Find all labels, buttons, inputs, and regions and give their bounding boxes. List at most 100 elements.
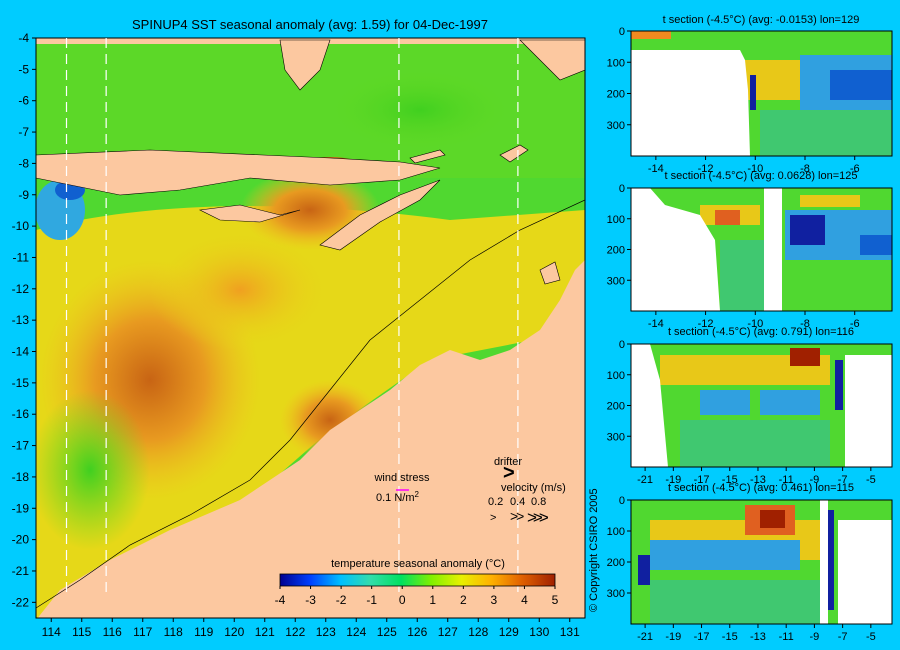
section-x-tick-label: -19: [665, 474, 681, 486]
x-tick-label: 118: [164, 625, 183, 639]
colorbar-tick-label: -4: [275, 593, 286, 607]
section-panels: t section (-4.5°C) (avg: -0.0153) lon=12…: [607, 14, 893, 643]
y-tick-label: -7: [18, 125, 29, 139]
section-x-tick-label: -9: [810, 474, 820, 486]
y-tick-label: -19: [12, 501, 30, 515]
x-tick-label: 131: [560, 625, 580, 639]
x-tick-label: 123: [316, 625, 336, 639]
x-tick-label: 128: [468, 625, 488, 639]
section-x-tick-label: -14: [648, 318, 664, 330]
drifter-marker: >: [503, 462, 515, 484]
wind-stress-label: wind stress: [373, 472, 430, 484]
y-tick-label: -11: [13, 250, 30, 264]
section-x-tick-label: -17: [694, 474, 710, 486]
main-title: SPINUP4 SST seasonal anomaly (avg: 1.59)…: [132, 17, 488, 32]
section-y-tick-label: 0: [619, 183, 625, 195]
velocity-value-2: 0.8: [531, 496, 546, 508]
section-x-tick-label: -21: [637, 474, 653, 486]
section-x-tick-label: -14: [648, 163, 664, 175]
colorbar-tick-label: -1: [366, 593, 377, 607]
section-title: t section (-4.5°C) (avg: 0.0628) lon=125: [664, 170, 857, 182]
section-x-tick-label: -8: [800, 318, 810, 330]
section-x-tick-label: -6: [850, 163, 860, 175]
section-y-tick-label: 0: [619, 26, 625, 38]
section-panel-lon125: t section (-4.5°C) (avg: 0.0628) lon=125: [630, 170, 893, 312]
drifter-label: drifter: [494, 456, 522, 468]
x-tick-label: 115: [72, 625, 91, 639]
map-frame: [35, 37, 586, 619]
section-x-tick-label: -12: [698, 318, 714, 330]
y-tick-label: -16: [12, 407, 30, 421]
colorbar-label: temperature seasonal anomaly (°C): [331, 558, 505, 570]
x-tick-label: 119: [194, 625, 213, 639]
y-tick-label: -21: [12, 564, 30, 578]
section-y-tick-label: 0: [619, 339, 625, 351]
section-title: t section (-4.5°C) (avg: 0.791) lon=116: [668, 326, 854, 338]
section-x-tick-label: -5: [866, 631, 876, 643]
y-tick-label: -15: [12, 376, 30, 390]
velocity-label: velocity (m/s): [501, 482, 566, 494]
section-x-tick-label: -13: [750, 474, 766, 486]
section-y-tick-label: 200: [607, 557, 625, 569]
y-tick-label: -4: [18, 31, 29, 45]
section-x-tick-label: -11: [779, 474, 794, 486]
section-x-tick-label: -19: [665, 631, 681, 643]
colorbar-ticks: -4 -3 -2 -1 0 1 2 3 4 5: [275, 586, 559, 607]
colorbar-tick-label: 0: [399, 593, 406, 607]
y-tick-label: -22: [12, 595, 30, 609]
colorbar-tick-label: 2: [460, 593, 467, 607]
section-y-tick-label: 300: [607, 588, 625, 600]
x-tick-label: 127: [438, 625, 458, 639]
x-tick-label: 126: [407, 625, 427, 639]
sst-field: [36, 38, 585, 618]
x-tick-label: 120: [224, 625, 244, 639]
y-tick-label: -18: [12, 470, 30, 484]
section-x-tick-label: -17: [694, 631, 710, 643]
y-tick-label: -5: [18, 62, 29, 76]
section-lines: [65, 38, 519, 598]
section-x-tick-label: -7: [838, 474, 848, 486]
copyright-text: © Copyright CSIRO 2005: [588, 488, 600, 612]
y-tick-label: -13: [12, 313, 30, 327]
velocity-arrow-1: >>: [510, 508, 524, 524]
x-tick-label: 129: [499, 625, 519, 639]
colorbar-tick-label: -2: [336, 593, 347, 607]
section-x-tick-label: -10: [747, 163, 763, 175]
section-x-tick-label: -21: [637, 631, 653, 643]
x-tick-label: 117: [133, 625, 152, 639]
section-y-tick-label: 200: [607, 89, 625, 101]
y-tick-label: -6: [18, 94, 29, 108]
section-x-tick-label: -11: [779, 631, 794, 643]
section-x-tick-label: -12: [698, 163, 714, 175]
section-panel-lon116: t section (-4.5°C) (avg: 0.791) lon=116: [630, 326, 893, 468]
y-tick-label: -10: [12, 219, 30, 233]
velocity-value-1: 0.4: [510, 496, 525, 508]
colorbar-tick-label: -3: [305, 593, 316, 607]
colorbar-tick-label: 1: [429, 593, 436, 607]
main-y-axis: -4 -5 -6 -7 -8 -9 -10 -11 -12 -13 -14 -15 -16 -17 -18 -…: [12, 31, 36, 609]
x-tick-label: 114: [42, 625, 61, 639]
section-y-tick-label: 100: [607, 526, 625, 538]
section-x-tick-label: -10: [747, 318, 763, 330]
y-tick-label: -12: [12, 282, 30, 296]
section-y-tick-label: 300: [607, 120, 625, 132]
section-axes: -14 -12 -10 -8 -6 0 100 200 300 -14 -12 -10 -8 -6 0 100…: [607, 26, 876, 643]
section-x-tick-label: -6: [850, 318, 860, 330]
section-y-tick-label: 300: [607, 431, 625, 443]
section-y-tick-label: 100: [607, 370, 625, 382]
colorbar-tick-label: 4: [521, 593, 528, 607]
section-panel-lon115: t section (-4.5°C) (avg: 0.461) lon=115: [630, 482, 893, 625]
section-y-tick-label: 100: [607, 214, 625, 226]
section-title: t section (-4.5°C) (avg: 0.461) lon=115: [668, 482, 854, 494]
section-y-tick-label: 100: [607, 57, 625, 69]
section-y-tick-label: 300: [607, 275, 625, 287]
section-x-tick-label: -13: [750, 631, 766, 643]
section-title: t section (-4.5°C) (avg: -0.0153) lon=12…: [663, 14, 860, 26]
section-x-tick-label: -5: [866, 474, 876, 486]
colorbar-tick-label: 3: [491, 593, 498, 607]
y-tick-label: -8: [18, 156, 29, 170]
section-x-tick-label: -9: [810, 631, 820, 643]
colorbar-gradient: [279, 573, 556, 587]
velocity-arrow-0: >: [490, 512, 496, 524]
